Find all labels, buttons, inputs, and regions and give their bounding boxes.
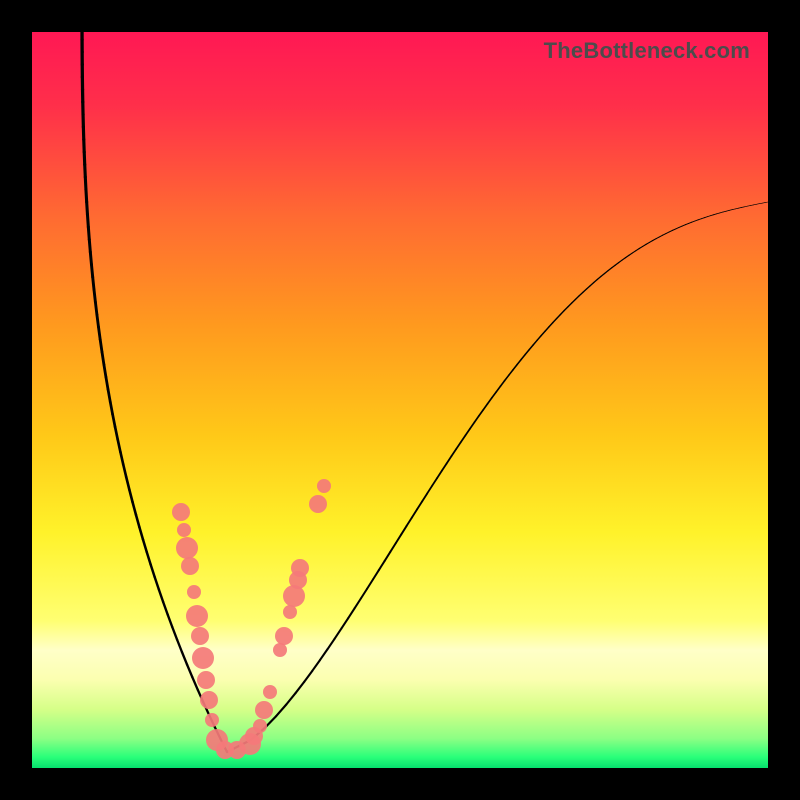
data-point [181,557,199,575]
data-point [177,523,191,537]
data-point [283,605,297,619]
data-point [275,627,293,645]
data-point [200,691,218,709]
data-point [273,643,287,657]
data-point [191,627,209,645]
plot-area: TheBottleneck.com [32,32,768,768]
data-point [205,713,219,727]
data-point [245,727,263,745]
data-point [172,503,190,521]
chart-frame: TheBottleneck.com [0,0,800,800]
data-point [317,479,331,493]
data-point [197,671,215,689]
data-point [255,701,273,719]
data-point [283,585,305,607]
data-point [309,495,327,513]
data-point [187,585,201,599]
data-point [289,571,307,589]
data-point [176,537,198,559]
data-point [263,685,277,699]
bottleneck-curve [32,32,768,768]
data-point [192,647,214,669]
watermark-text: TheBottleneck.com [544,38,750,64]
data-point [186,605,208,627]
